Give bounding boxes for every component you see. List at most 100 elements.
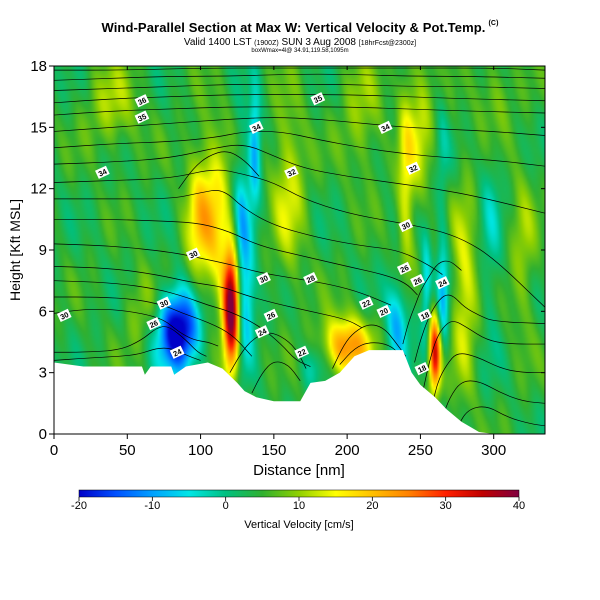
colorbar-scale [78, 489, 520, 498]
contour-label-box [263, 308, 279, 323]
isentrope-line [54, 144, 545, 214]
isentrope-contours [54, 67, 545, 429]
contour-label-box [398, 218, 414, 233]
contour-label-box [358, 296, 374, 310]
contour-label: 20 [376, 304, 392, 318]
isentrope-line [339, 342, 401, 365]
x-tick-label: 300 [481, 442, 506, 459]
x-tick-label: 0 [50, 442, 58, 459]
contour-label-text: 30 [59, 310, 70, 322]
contour-label: 18 [414, 361, 430, 376]
colorbar-tick-label: 20 [366, 500, 378, 512]
isentrope-line [54, 117, 545, 136]
chart-subtitle: Valid 1400 LST (1900Z) SUN 3 Aug 2008 [1… [0, 37, 600, 48]
y-tick-label: 3 [39, 365, 47, 382]
contour-label-box [294, 345, 310, 359]
isentrope-line [402, 260, 462, 345]
colorbar-tick-label: 30 [440, 500, 452, 512]
contour-label: 18 [417, 308, 433, 323]
isentrope-line [54, 280, 311, 367]
contour-label-text: 28 [305, 273, 316, 285]
subtitle-forecast: [18hrFcst@2300z] [358, 40, 417, 47]
isentrope-line [442, 380, 545, 418]
contour-label: 22 [294, 345, 310, 359]
chart-title-mark: (C) [488, 20, 499, 27]
colorbar: -20 -10 0 10 20 30 40 Vertical Velocity [cm/s] [71, 489, 525, 531]
contour-label: 30 [56, 308, 72, 323]
isentrope-line [332, 324, 407, 369]
contour-label: 34 [95, 165, 110, 179]
contour-label-text: 18 [419, 310, 430, 322]
contour-label-box [156, 296, 172, 310]
x-tick-label: 50 [119, 442, 136, 459]
contour-label: 34 [377, 120, 393, 134]
contour-label-box [405, 161, 421, 175]
contour-label-box [248, 120, 264, 134]
contour-label: 24 [435, 276, 450, 290]
isentrope-line [54, 326, 207, 357]
contour-label-box [396, 261, 412, 276]
x-axis: 0 50 100 150 200 250 300 [50, 66, 506, 459]
contour-label: 34 [248, 120, 264, 134]
x-tick-label: 200 [335, 442, 360, 459]
contour-label-text: 22 [296, 347, 307, 359]
colorbar-tick-label: 40 [513, 500, 525, 512]
contour-label: 28 [303, 272, 318, 286]
isentrope-line [54, 190, 443, 275]
colorbar-tick-label: -20 [71, 500, 87, 512]
contour-label-text: 36 [136, 95, 147, 107]
contour-label-box [310, 92, 326, 106]
contour-label-box [410, 274, 425, 288]
contour-label: 26 [263, 308, 279, 323]
contour-label-text: 20 [378, 306, 389, 318]
contour-label: 24 [169, 345, 185, 359]
isentrope-line [251, 361, 301, 394]
contour-label-text: 22 [361, 298, 372, 310]
contour-label-text: 30 [258, 273, 269, 285]
colorbar-ticks: -20 -10 0 10 20 30 40 [71, 497, 525, 512]
y-tick-label: 6 [39, 303, 47, 320]
contour-label: 35 [310, 92, 326, 106]
isentrope-line [54, 84, 545, 91]
contour-label-box [435, 276, 450, 290]
isentrope-line [54, 169, 545, 308]
terrain-mask [54, 350, 545, 434]
contour-label-box [95, 165, 110, 179]
contour-label-box [303, 272, 318, 286]
contour-label: 26 [146, 316, 162, 331]
contour-label-box [254, 325, 270, 339]
y-tick-label: 15 [30, 119, 47, 136]
contour-label-box [185, 247, 201, 261]
contour-label-text: 32 [286, 167, 297, 179]
isentrope-line [54, 94, 545, 104]
contour-label: 26 [396, 261, 412, 276]
colorbar-label: Vertical Velocity [cm/s] [244, 519, 353, 531]
contour-label-box [169, 345, 185, 359]
contour-label-box [146, 316, 162, 331]
isentrope-line [54, 243, 392, 306]
contour-label-text: 26 [148, 318, 159, 330]
contour-label-box [377, 120, 393, 134]
contour-label: 30 [156, 296, 172, 310]
colorbar-tick-label: 10 [293, 500, 305, 512]
contour-label-text: 30 [400, 220, 411, 232]
subtitle-valid: Valid 1400 LST [183, 37, 252, 48]
contour-label-box [417, 308, 433, 323]
contour-label: 32 [284, 165, 299, 179]
isentrope-line [431, 353, 545, 406]
contour-label-text: 30 [188, 249, 199, 261]
y-tick-label: 12 [30, 181, 47, 198]
chart-title-text: Wind-Parallel Section at Max W: Vertical… [101, 20, 486, 35]
contour-label-box [56, 308, 72, 323]
contour-label-text: 26 [412, 275, 423, 287]
y-tick-label: 9 [39, 242, 47, 259]
contour-label-box [134, 94, 150, 108]
contour-label-text: 35 [136, 112, 147, 124]
colorbar-tick-label: -10 [144, 500, 160, 512]
isentrope-line [54, 266, 362, 328]
contour-label: 26 [410, 274, 425, 288]
contour-label-box [134, 110, 150, 124]
contour-label-text: 32 [408, 163, 419, 175]
contour-label-text: 18 [416, 363, 427, 375]
isentrope-line [54, 73, 545, 81]
